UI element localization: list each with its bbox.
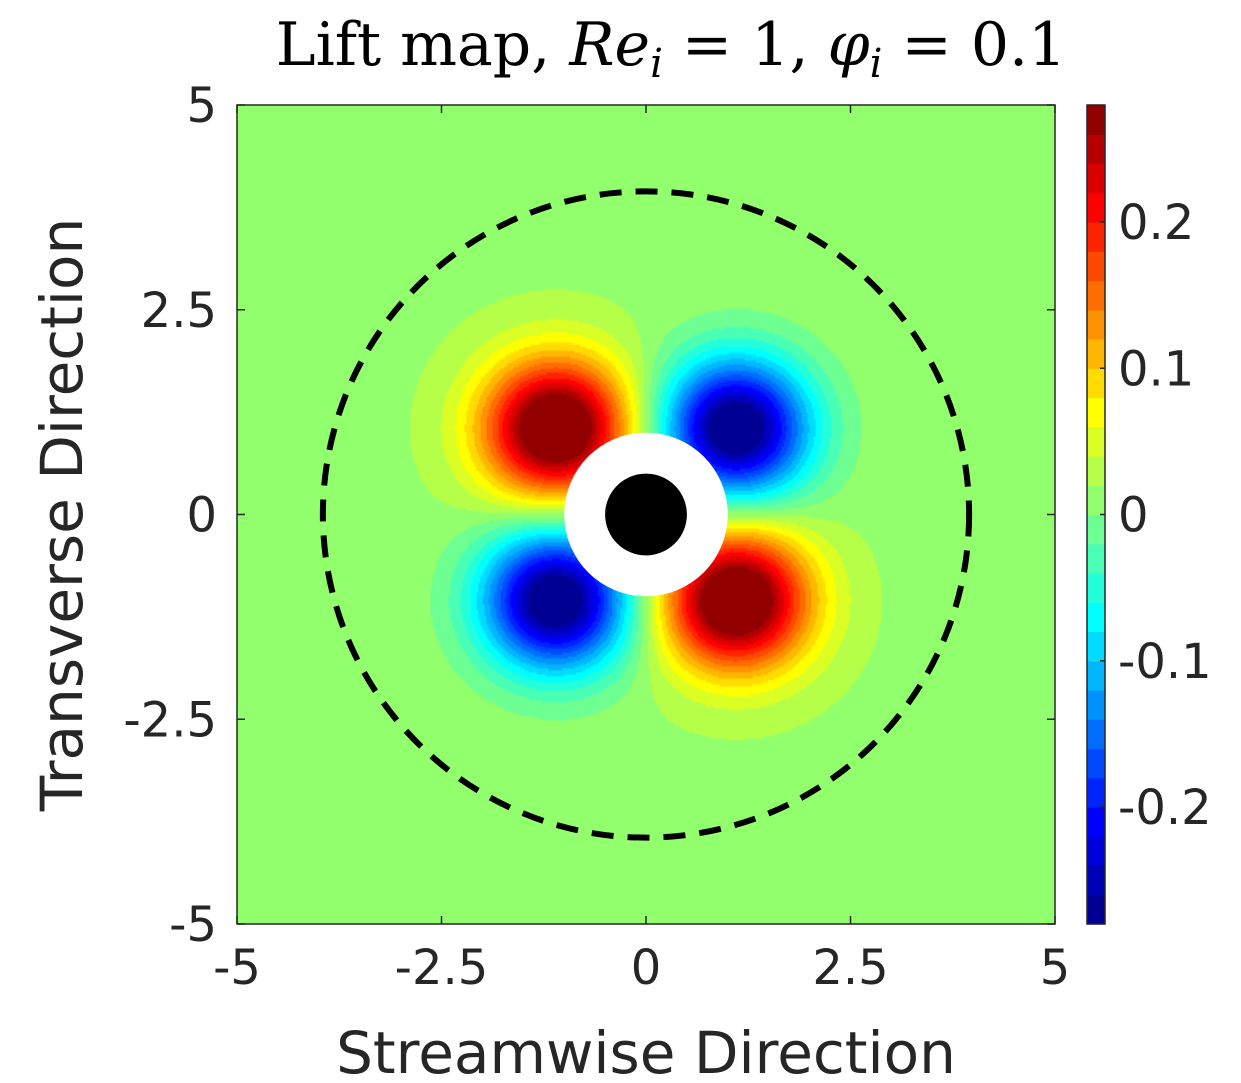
title-phi-symbol: φ: [828, 10, 870, 80]
y-tick-label: 2.5: [141, 283, 217, 339]
colorbar-band: [1087, 836, 1105, 867]
colorbar-band: [1087, 339, 1105, 369]
title-phi-subscript: i: [870, 41, 883, 87]
x-tick-label: 2.5: [812, 940, 888, 996]
dashed-circle: [319, 188, 973, 841]
title-re-value: = 1,: [663, 10, 828, 80]
colorbar-band: [1087, 865, 1105, 896]
colorbar-tick-label: -0.1: [1118, 634, 1212, 690]
x-tick-label: 5: [1040, 940, 1071, 996]
colorbar-tick-label: 0: [1118, 488, 1149, 544]
y-axis-label: Transverse Direction: [28, 218, 96, 812]
particle-disk: [605, 473, 687, 556]
colorbar-band: [1087, 690, 1105, 720]
y-tick-label: -2.5: [123, 692, 217, 748]
title-phi-value: = 0.1: [882, 10, 1066, 80]
plot-area: -5 -2.5 0 2.5 5 5 2.5 0 -2.5 -5: [123, 78, 1070, 996]
colorbar-band: [1087, 105, 1105, 135]
colorbar-band: [1087, 543, 1105, 574]
x-tick-label: -5: [213, 940, 261, 996]
colorbar-band: [1087, 426, 1105, 457]
colorbar-band: [1087, 134, 1105, 165]
colorbar: 0.2 0.1 0 -0.1 -0.2: [1086, 104, 1212, 925]
colorbar-band: [1087, 192, 1105, 223]
title-re-subscript: i: [650, 41, 663, 87]
colorbar-band: [1087, 748, 1105, 779]
x-axis-ticks: -5 -2.5 0 2.5 5: [213, 105, 1070, 996]
x-tick-label: -2.5: [395, 940, 489, 996]
colorbar-band: [1087, 368, 1105, 399]
colorbar-band: [1087, 894, 1105, 925]
colorbar-band: [1087, 602, 1105, 633]
x-tick-label: 0: [631, 940, 662, 996]
colorbar-band: [1087, 777, 1105, 808]
x-axis-label: Streamwise Direction: [336, 1019, 956, 1083]
colorbar-band: [1087, 514, 1105, 545]
colorbar-tick-label: -0.2: [1118, 780, 1212, 836]
chart-title: Lift map, Rei = 1, φi = 0.1: [276, 10, 1067, 87]
colorbar-band: [1087, 719, 1105, 750]
title-prefix: Lift map,: [276, 10, 570, 80]
colorbar-band: [1087, 807, 1105, 837]
colorbar-band: [1087, 309, 1105, 340]
y-axis-ticks: 5 2.5 0 -2.5 -5: [123, 78, 1055, 953]
colorbar-ticks: 0.2 0.1 0 -0.1 -0.2: [1100, 195, 1212, 836]
y-tick-label: 5: [186, 78, 217, 134]
y-tick-label: 0: [186, 488, 217, 544]
colorbar-band: [1087, 222, 1105, 252]
colorbar-bands: [1087, 105, 1105, 925]
colorbar-band: [1087, 251, 1105, 282]
colorbar-band: [1087, 485, 1105, 516]
colorbar-band: [1087, 456, 1105, 486]
colorbar-band: [1087, 631, 1105, 662]
colorbar-tick-label: 0.2: [1118, 195, 1194, 251]
colorbar-band: [1087, 397, 1105, 428]
colorbar-tick-label: 0.1: [1118, 341, 1194, 397]
title-re-symbol: Re: [568, 10, 650, 80]
y-tick-label: -5: [169, 897, 217, 953]
colorbar-band: [1087, 573, 1105, 603]
colorbar-band: [1087, 163, 1105, 194]
colorbar-band: [1087, 280, 1105, 311]
colorbar-band: [1087, 660, 1105, 691]
